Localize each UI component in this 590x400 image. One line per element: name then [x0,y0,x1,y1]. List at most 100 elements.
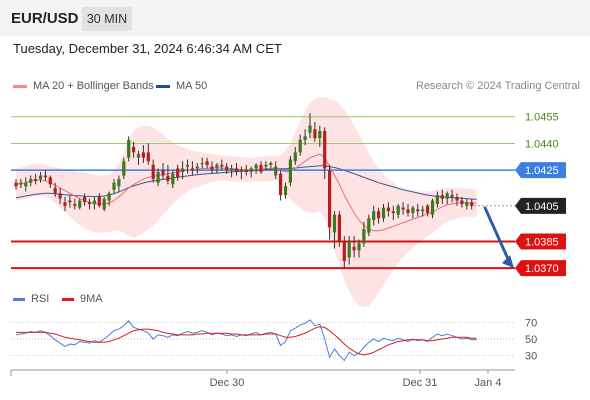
candle-body [234,168,239,172]
rsi-ma-line [16,326,477,356]
candle-body [308,125,312,133]
candle-body [303,136,307,140]
candle [426,204,430,217]
candle-body [450,195,454,197]
candle-body [416,209,420,212]
candle-body [68,200,72,203]
candle-body [200,163,204,165]
candle-body [244,170,248,172]
candle-body [127,139,131,158]
candle-body [337,214,341,242]
bollinger-band [16,97,477,308]
candle-body [298,139,302,153]
candle [460,196,464,208]
candle-body [372,211,376,221]
candle [416,204,420,217]
candle [200,157,204,169]
candle [362,221,366,247]
candle-body [342,241,346,262]
candle-body [288,159,292,183]
candle-body [401,207,405,210]
legend-item-rsi: RSI [13,293,49,305]
candle [87,198,92,210]
candle [156,168,160,187]
candle-body [225,166,229,171]
candle [372,205,376,226]
candle-body [161,170,165,176]
level-tag-1.0425 [515,162,566,179]
candle [298,134,302,156]
candle-body [283,186,288,196]
candle [38,171,43,183]
rsi-swatch [13,297,25,301]
candle [146,143,150,165]
candle-body [146,152,150,162]
x-tick-label-1: Dec 31 [403,377,438,389]
candle-body [347,241,351,258]
candle [357,239,361,258]
candle [102,196,106,212]
candle [225,163,229,174]
candle [347,236,351,265]
candle-body [332,214,337,233]
x-tick-label-2: Jan 4 [475,377,502,389]
candle [396,204,400,219]
candle-body [406,209,410,213]
candle-body [43,175,47,178]
candle-body [249,168,253,172]
candle-body [279,173,283,196]
candle-body [293,152,297,162]
candle [117,175,121,192]
candle [435,191,439,208]
candle-body [460,200,464,205]
candle [29,175,33,187]
candle [230,164,234,178]
candle-body [230,168,234,171]
candle [318,125,322,148]
candle [440,189,444,205]
candle [264,161,268,171]
candle-body [156,172,160,183]
candle [205,157,209,169]
candle-body [357,243,361,251]
candle-body [141,152,145,158]
candle [92,196,96,210]
candle-body [181,168,185,172]
projection-arrow-head [502,255,514,269]
candle [185,159,190,174]
candle-body [396,205,400,215]
legend-label-ma20: MA 20 + Bollinger Bands [33,80,154,92]
candle-body [411,207,415,213]
candle [48,175,52,188]
candle [73,198,77,210]
candle-body [58,193,62,199]
candle [14,179,18,190]
x-tick-label-0: Dec 30 [210,377,245,389]
candle [367,214,371,237]
candle-body [352,246,356,251]
candle [24,177,28,192]
candle [161,163,165,180]
candle-body [19,182,23,185]
candle-body [38,175,43,180]
rsi-ma-swatch [62,297,74,301]
candle-body [107,193,111,201]
candle [342,236,346,269]
candle [401,202,405,215]
candle-body [136,154,141,158]
timeframe-badge[interactable]: 30 MIN [82,7,132,31]
candle-body [269,163,273,165]
candle-body [264,164,268,167]
credit-text: Research © 2024 Trading Central [415,80,580,92]
candle [406,204,410,217]
candle-body [117,179,121,187]
candle-body [112,182,116,190]
candle-body [377,211,381,219]
candle [215,163,219,174]
candle-body [318,131,322,139]
candle [97,193,101,208]
candle-body [166,175,170,181]
candle-body [391,211,395,213]
candle-body [78,200,82,208]
